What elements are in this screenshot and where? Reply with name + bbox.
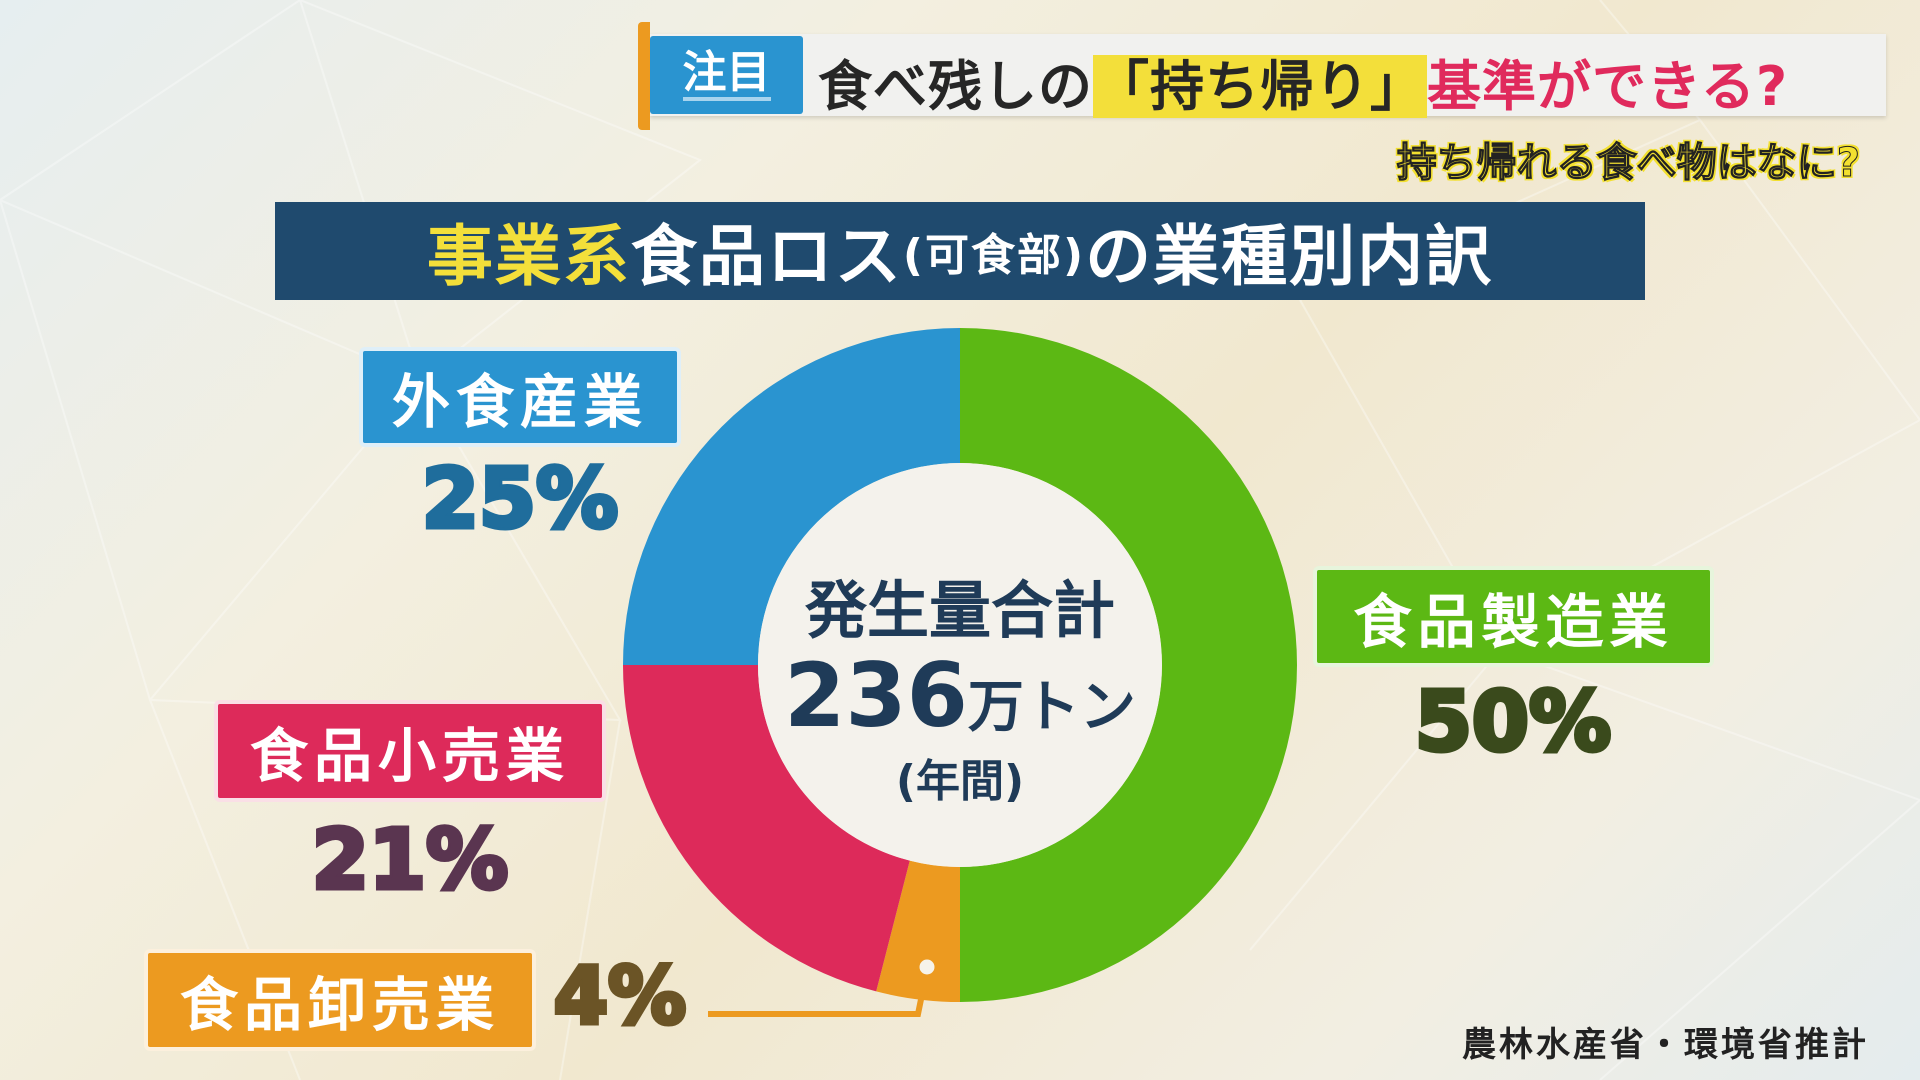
donut-slice-0 <box>960 328 1297 1002</box>
label-wholesale: 食品卸売業 <box>179 971 500 1039</box>
heading-white1: 食品ロス <box>630 218 903 295</box>
heading-yellow: 事業系 <box>426 218 631 295</box>
label-retail: 食品小売業 <box>249 722 570 790</box>
title-bar-accent <box>638 22 650 130</box>
subtitle: 持ち帰れる食べ物はなに? <box>1396 130 1860 188</box>
label-manufacturing: 食品製造業 <box>1353 587 1674 656</box>
headline-part2: 基準ができる? <box>1427 55 1789 118</box>
center-period: (年間) <box>896 756 1024 807</box>
pct-retail-text: 21% <box>309 811 510 911</box>
source-note: 農林水産省・環境省推計 <box>1462 1025 1869 1065</box>
chart-heading: 事業系 食品ロス (可食部) の業種別内訳 <box>275 202 1645 300</box>
donut-slice-2 <box>623 665 910 992</box>
pct-restaurant: 25% <box>360 450 680 550</box>
donut-hole <box>758 463 1162 867</box>
title-bar: 注目 食べ残しの「持ち帰り」基準ができる? <box>638 22 1886 130</box>
attention-tag: 注目 <box>650 36 803 114</box>
center-label: 発生量合計 <box>805 574 1115 647</box>
pct-retail: 21% <box>214 811 606 911</box>
heading-white2: の業種別内訳 <box>1085 218 1494 295</box>
pct-wholesale: 4% <box>545 950 695 1045</box>
center-total: 236万トン <box>784 644 1136 747</box>
pct-manufacturing: 50% <box>1313 673 1713 773</box>
subtitle-text: 持ち帰れる食べ物はなに? <box>1396 140 1860 187</box>
leader-line-wholesale <box>708 974 929 1017</box>
headline: 食べ残しの「持ち帰り」基準ができる? <box>818 42 1788 121</box>
center-total-value: 236 <box>784 644 968 747</box>
heading-small: (可食部) <box>902 230 1086 281</box>
label-box-manufacturing: 食品製造業 <box>1313 566 1714 667</box>
center-total-unit: 万トン <box>968 675 1136 740</box>
pct-manufacturing-text: 50% <box>1412 673 1613 773</box>
label-box-restaurant: 外食産業 <box>359 347 681 447</box>
donut-slice-3 <box>623 328 960 665</box>
headline-highlight: 「持ち帰り」 <box>1093 55 1427 118</box>
leader-dot-wholesale <box>914 954 940 980</box>
attention-tag-label: 注目 <box>682 48 771 102</box>
pct-wholesale-text: 4% <box>551 950 688 1045</box>
label-box-wholesale: 食品卸売業 <box>144 949 536 1051</box>
label-box-retail: 食品小売業 <box>214 700 606 802</box>
headline-part1: 食べ残しの <box>818 55 1093 118</box>
label-restaurant: 外食産業 <box>391 368 648 436</box>
pct-restaurant-text: 25% <box>419 450 620 550</box>
